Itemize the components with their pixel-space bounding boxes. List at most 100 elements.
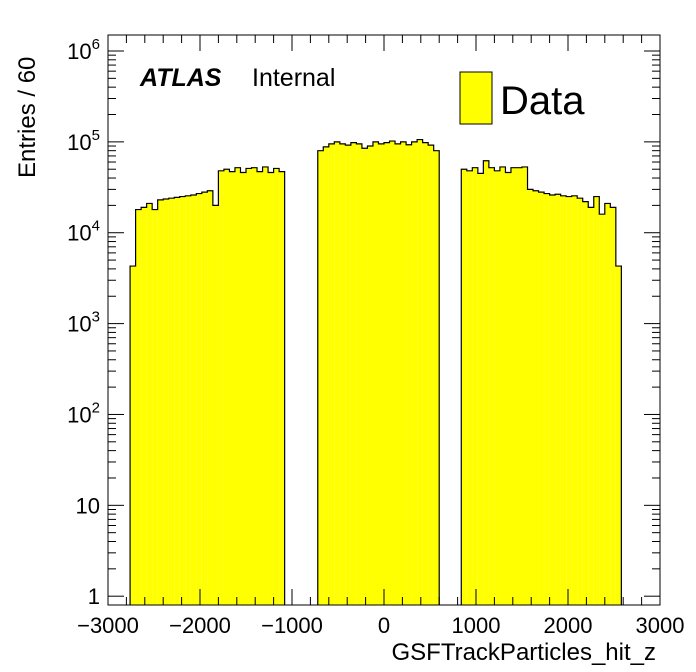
histogram-bar [168,198,175,605]
histogram-bar [428,145,434,605]
histogram-bar [157,199,164,606]
histogram-bar [533,190,539,605]
histogram-bar [505,172,511,605]
histogram-bar [544,193,550,606]
histogram-bar [472,167,478,606]
histogram-bar [378,143,384,605]
histogram-bar [615,266,622,605]
x-tick-label: −3000 [77,613,139,638]
y-tick-label: 102 [67,399,100,427]
histogram-bar [483,160,489,606]
histogram-bar [135,209,142,606]
histogram-bar [196,193,202,606]
histogram-bar [279,171,285,605]
histogram-bar [234,167,241,606]
histogram-bar [461,169,467,605]
histogram-bar [599,214,605,605]
histogram-bar [400,141,407,605]
histogram-outline [317,138,440,605]
histogram-bar [610,207,616,605]
y-tick-label: 10 [76,493,100,518]
histogram-bar [593,196,600,605]
histogram-bar [240,172,246,605]
histogram-bar [555,194,561,605]
tick-labels: −3000 −2000 −1000 0 1000 2000 3000 1 10 102 103 104… [67,36,684,638]
histogram-bar [367,146,373,605]
y-tick-label: 103 [67,309,100,337]
histogram-bar [372,141,379,605]
histogram-bar [361,148,368,605]
histogram-bar [339,143,346,605]
x-tick-label: 1000 [452,613,501,638]
y-axis-title: Entries / 60 [14,57,41,178]
histogram-bar [604,203,611,605]
x-tick-label: 3000 [636,613,685,638]
histogram-bar [510,167,517,606]
histogram-bar [395,143,401,605]
histogram-bar [207,190,213,605]
histogram-bar [212,205,219,605]
histogram-bar [334,141,340,605]
histogram-bar [201,192,208,605]
histogram-bar [389,141,396,605]
y-tick-label: 1 [88,584,100,609]
histogram-bar [527,189,534,605]
histogram-bar [466,170,473,605]
histogram-bar [328,143,335,605]
histogram-bar [317,150,324,606]
histogram-bar [174,197,180,605]
atlas-label: ATLAS [139,64,222,92]
histogram-bar [356,143,362,605]
histogram-bar [549,195,556,605]
x-tick-label: 0 [378,613,390,638]
histogram-bar [384,142,390,605]
histogram-bars [129,138,622,606]
histogram-bar [262,166,269,606]
axis-ticks [107,35,661,605]
histogram-bar [588,207,594,605]
x-tick-label: −2000 [169,613,231,638]
histogram-bar [417,139,423,605]
histogram-bar [350,142,357,605]
histogram-bar [345,145,351,605]
histogram-bar [566,196,572,605]
histogram-bar [571,195,578,606]
histogram-bar [560,195,567,606]
y-tick-label: 105 [67,127,100,155]
histogram-bar [582,201,589,605]
y-tick-label: 104 [67,218,100,246]
y-tick-label: 106 [67,36,100,64]
histogram-bar [499,166,506,606]
legend-swatch [459,71,493,125]
histogram-bar [229,171,235,605]
histogram-bar [323,146,329,605]
histogram-bar [185,195,191,606]
x-tick-label: 2000 [544,613,593,638]
legend-entry-data: Data [500,79,585,123]
histogram-bar [190,195,197,605]
histogram-bar [522,166,528,606]
histogram-bar [488,167,495,606]
internal-label: Internal [252,64,335,92]
histogram-bar [422,142,429,605]
histogram-bar [130,266,136,605]
histogram-bar [433,150,440,606]
histogram-bar [163,199,169,605]
histogram-bar [494,170,500,605]
histogram-bar [411,141,418,605]
histogram-outline [129,166,286,605]
histogram-bar [223,169,230,605]
histogram-bar [251,167,258,606]
histogram-bar [141,207,147,605]
histogram-bar [218,170,224,605]
histogram-bar [273,168,280,605]
histogram-bar [577,198,583,605]
x-axis-title: GSFTrackParticles_hit_z [391,639,656,666]
x-tick-label: −1000 [261,613,323,638]
histogram-bar [477,173,484,605]
histogram-bar [179,196,186,605]
histogram-bar [406,144,412,606]
histogram-bar [257,171,263,605]
histogram-outline [460,160,622,605]
